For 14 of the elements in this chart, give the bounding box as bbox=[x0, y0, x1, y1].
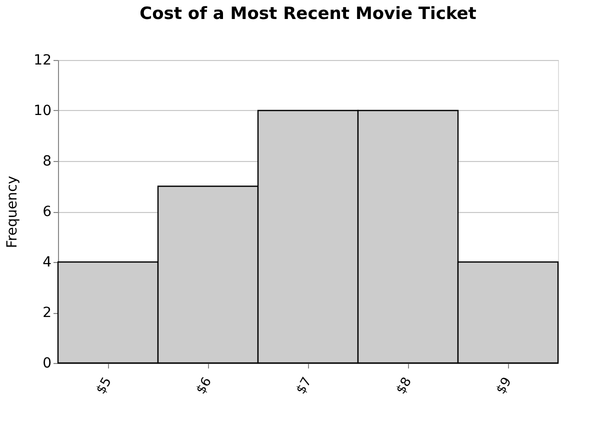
x-tick-label: $6 bbox=[194, 375, 215, 397]
y-axis-title: Frequency bbox=[4, 176, 21, 248]
y-tick-label: 10 bbox=[34, 103, 52, 119]
y-tick-label: 12 bbox=[34, 52, 52, 68]
x-tick-label: $7 bbox=[294, 375, 315, 397]
x-tick-label: $8 bbox=[394, 375, 415, 397]
chart-title: Cost of a Most Recent Movie Ticket bbox=[140, 4, 476, 24]
y-tick-label: 0 bbox=[42, 356, 52, 372]
y-tick-label: 8 bbox=[42, 154, 52, 170]
y-tick-label: 6 bbox=[42, 204, 52, 220]
y-tick-label: 4 bbox=[42, 254, 52, 270]
x-tick-label: $9 bbox=[494, 375, 515, 397]
y-tick-label: 2 bbox=[42, 305, 52, 321]
x-tick-label: $5 bbox=[94, 375, 115, 397]
